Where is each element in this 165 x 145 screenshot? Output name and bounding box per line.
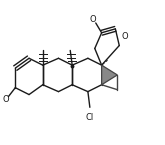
Text: Cl: Cl <box>86 113 94 122</box>
Text: O: O <box>89 14 96 23</box>
Text: O: O <box>122 32 129 41</box>
Polygon shape <box>102 65 117 85</box>
Text: O: O <box>2 95 9 104</box>
